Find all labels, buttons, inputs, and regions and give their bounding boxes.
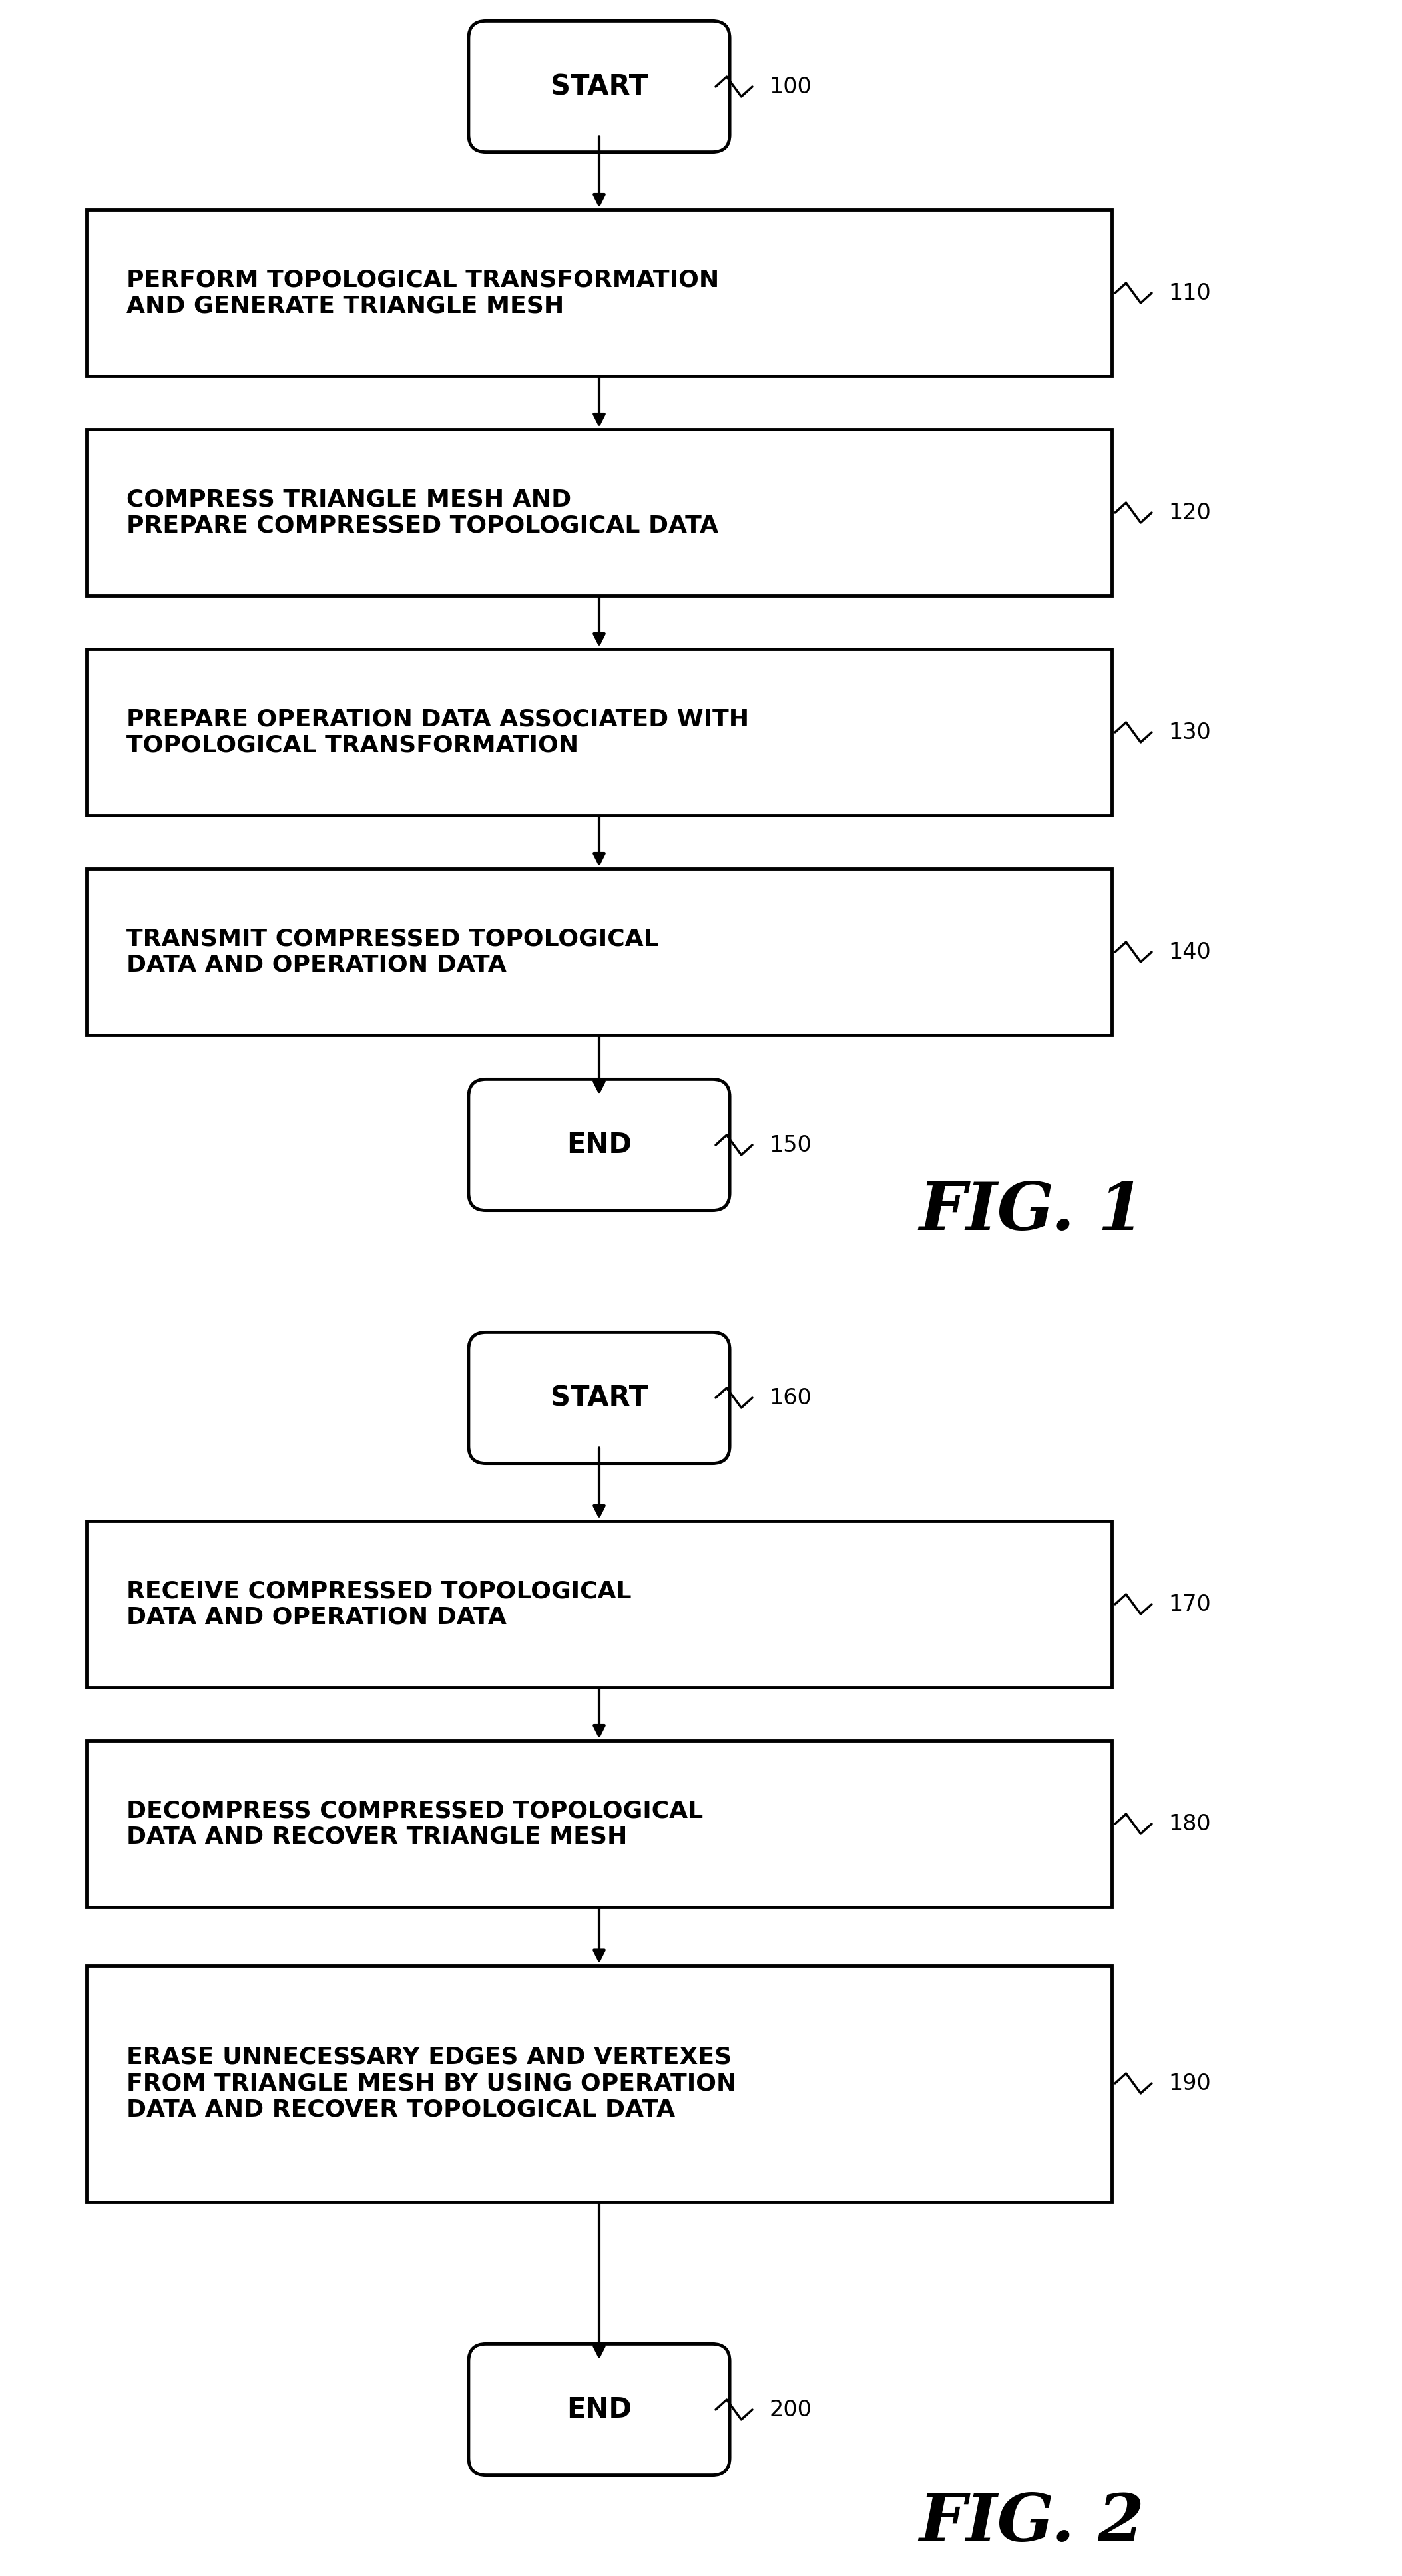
FancyBboxPatch shape: [468, 2344, 729, 2476]
Text: END: END: [566, 1131, 632, 1159]
Text: START: START: [551, 1383, 648, 1412]
Bar: [87, 1965, 1112, 2202]
Bar: [87, 868, 1112, 1036]
Text: 110: 110: [1168, 281, 1211, 304]
Text: TRANSMIT COMPRESSED TOPOLOGICAL
DATA AND OPERATION DATA: TRANSMIT COMPRESSED TOPOLOGICAL DATA AND…: [126, 927, 659, 976]
Text: 190: 190: [1168, 2074, 1211, 2094]
Bar: [87, 1741, 1112, 1906]
Text: 160: 160: [768, 1386, 812, 1409]
Text: FIG. 2: FIG. 2: [918, 2491, 1144, 2555]
FancyBboxPatch shape: [468, 1332, 729, 1463]
Text: DECOMPRESS COMPRESSED TOPOLOGICAL
DATA AND RECOVER TRIANGLE MESH: DECOMPRESS COMPRESSED TOPOLOGICAL DATA A…: [126, 1801, 702, 1847]
Text: 180: 180: [1168, 1814, 1211, 1834]
Text: START: START: [551, 72, 648, 100]
Text: END: END: [566, 2396, 632, 2424]
Text: PREPARE OPERATION DATA ASSOCIATED WITH
TOPOLOGICAL TRANSFORMATION: PREPARE OPERATION DATA ASSOCIATED WITH T…: [126, 708, 749, 757]
Text: 150: 150: [768, 1133, 812, 1157]
Bar: [87, 649, 1112, 817]
Text: PERFORM TOPOLOGICAL TRANSFORMATION
AND GENERATE TRIANGLE MESH: PERFORM TOPOLOGICAL TRANSFORMATION AND G…: [126, 268, 719, 317]
Text: 200: 200: [768, 2398, 812, 2421]
Text: 170: 170: [1168, 1592, 1211, 1615]
Text: COMPRESS TRIANGLE MESH AND
PREPARE COMPRESSED TOPOLOGICAL DATA: COMPRESS TRIANGLE MESH AND PREPARE COMPR…: [126, 487, 718, 536]
Bar: [87, 209, 1112, 376]
Text: 120: 120: [1168, 502, 1211, 523]
Text: RECEIVE COMPRESSED TOPOLOGICAL
DATA AND OPERATION DATA: RECEIVE COMPRESSED TOPOLOGICAL DATA AND …: [126, 1579, 631, 1628]
Text: 140: 140: [1168, 940, 1211, 963]
Bar: [87, 430, 1112, 595]
Text: ERASE UNNECESSARY EDGES AND VERTEXES
FROM TRIANGLE MESH BY USING OPERATION
DATA : ERASE UNNECESSARY EDGES AND VERTEXES FRO…: [126, 2045, 736, 2120]
FancyBboxPatch shape: [468, 1079, 729, 1211]
Text: FIG. 1: FIG. 1: [918, 1180, 1144, 1244]
Text: 130: 130: [1168, 721, 1211, 744]
FancyBboxPatch shape: [468, 21, 729, 152]
Bar: [87, 1520, 1112, 1687]
Text: 100: 100: [768, 75, 812, 98]
